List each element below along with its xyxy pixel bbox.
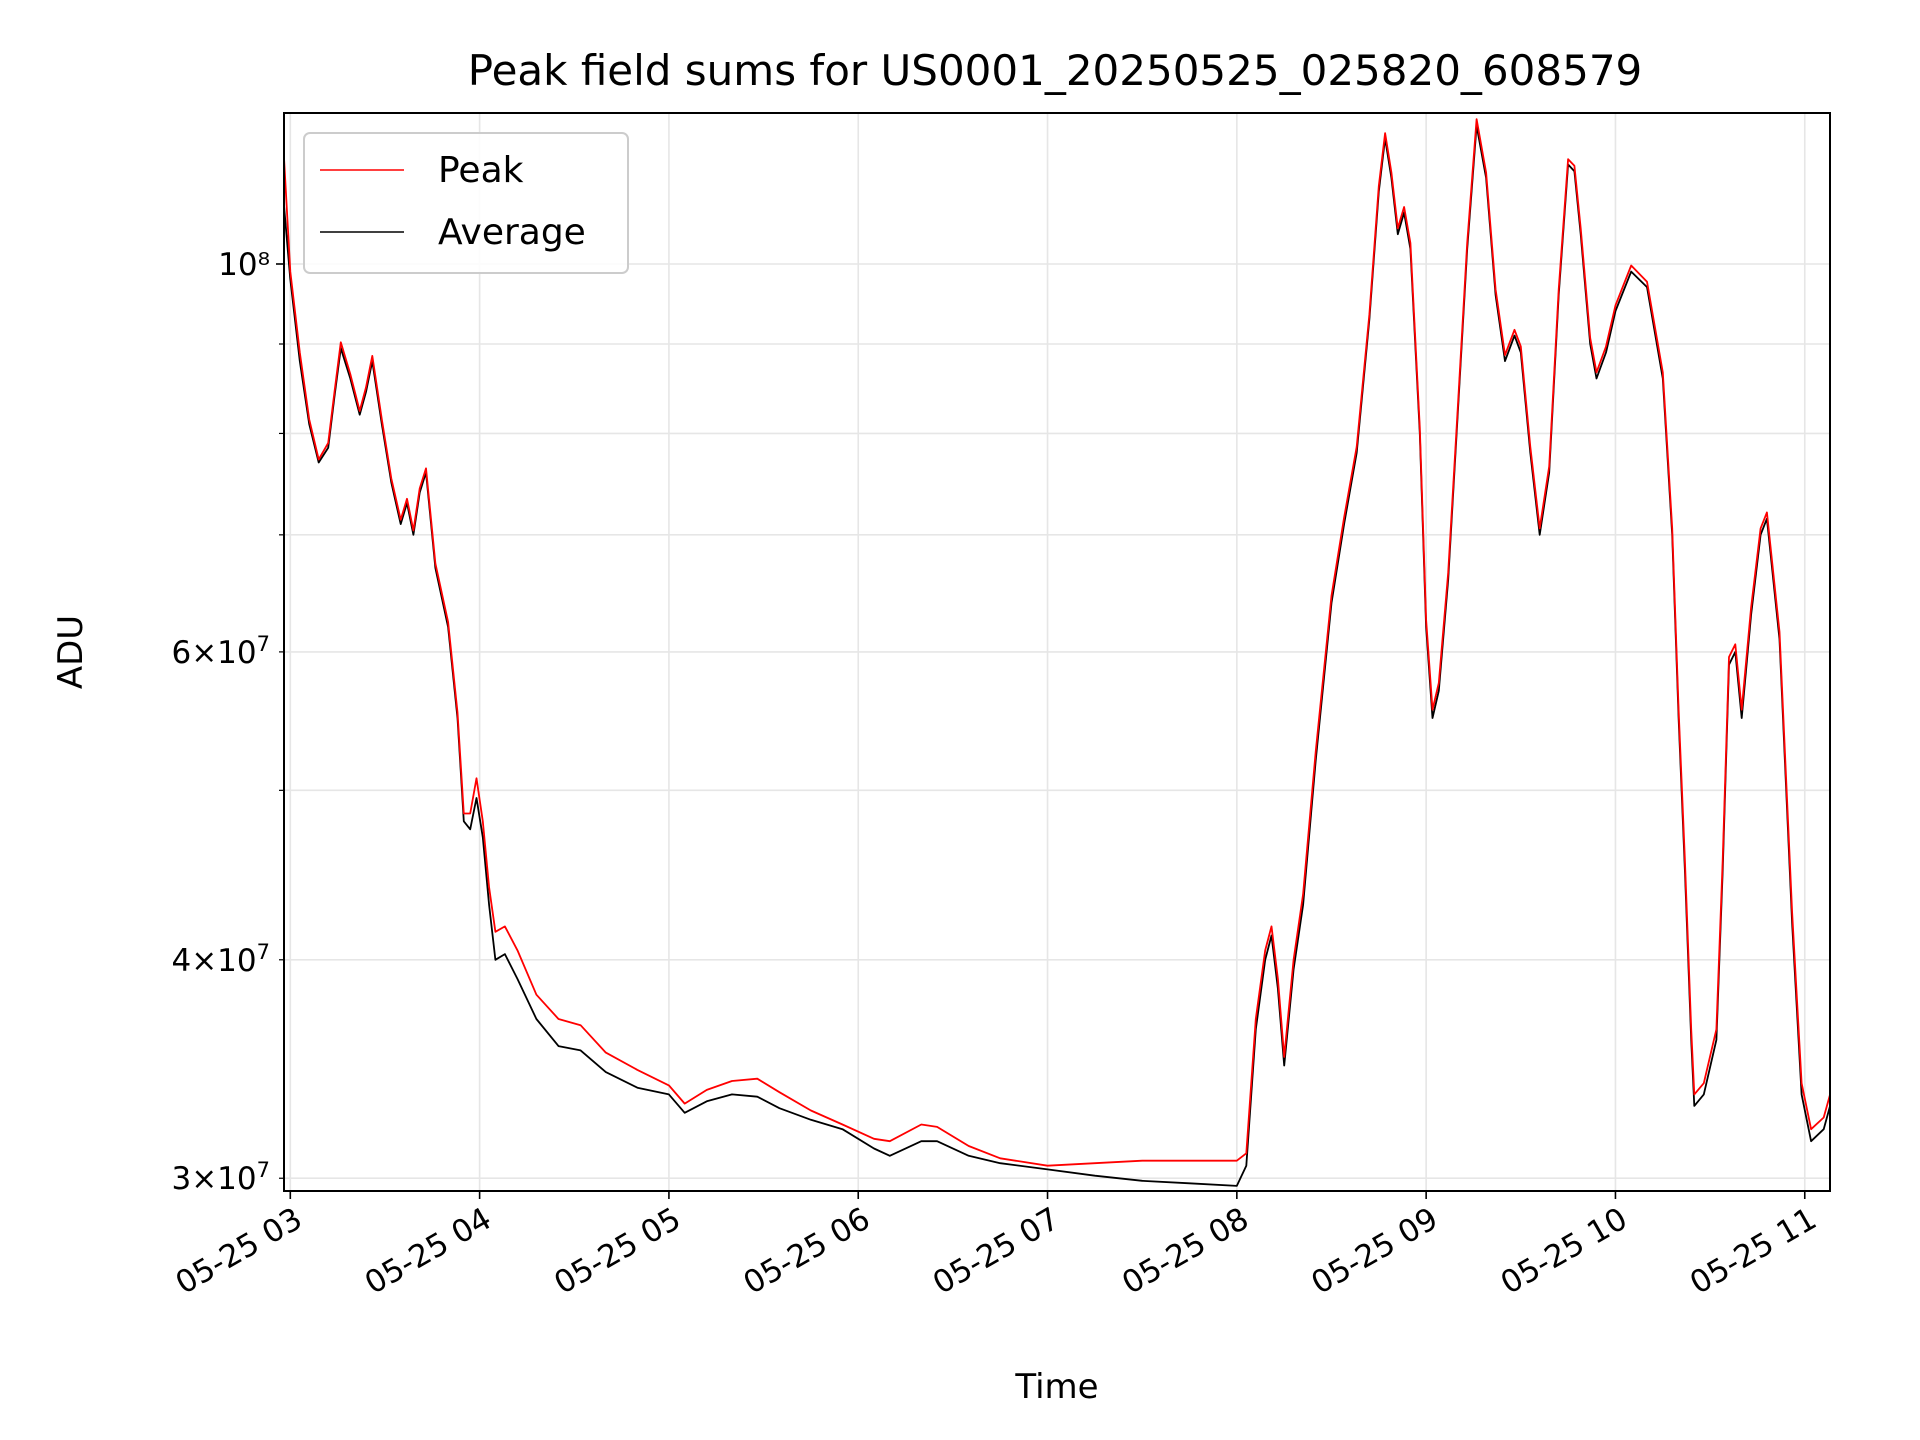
legend-box: [303, 132, 629, 274]
series-line-peak: [284, 118, 1830, 1167]
legend: Peak Average: [303, 132, 629, 274]
legend-label-average: Average: [438, 212, 586, 253]
grid-lines: [284, 113, 1830, 1191]
y-minor-tick-label: 3×107: [171, 1158, 270, 1197]
y-tick-label: 10⁸: [218, 247, 270, 283]
y-minor-tick-label: 4×107: [171, 940, 270, 979]
chart-title: Peak field sums for US0001_20250525_0258…: [468, 46, 1643, 95]
series-layer: [284, 118, 1830, 1187]
y-minor-tick-label: 6×107: [171, 632, 270, 671]
x-axis-label: Time: [1014, 1367, 1098, 1407]
legend-label-peak: Peak: [438, 150, 524, 191]
y-axis-label: ADU: [51, 615, 91, 689]
